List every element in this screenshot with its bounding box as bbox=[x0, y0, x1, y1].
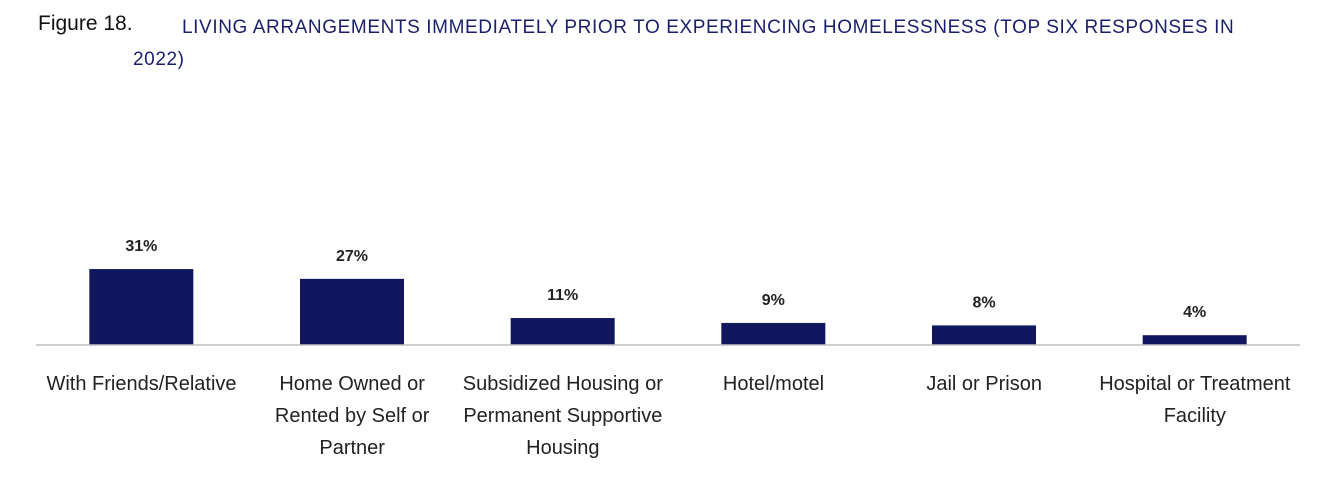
x-tick-label: Subsidized Housing or Permanent Supporti… bbox=[462, 373, 663, 459]
value-label: 27% bbox=[336, 248, 368, 265]
value-label: 11% bbox=[547, 287, 578, 304]
bar bbox=[721, 322, 826, 345]
bar bbox=[510, 318, 615, 345]
bar bbox=[300, 278, 404, 345]
bar bbox=[89, 269, 194, 345]
value-label: 31% bbox=[125, 238, 157, 255]
chart-title: LIVING ARRANGEMENTS IMMEDIATELY PRIOR TO… bbox=[133, 17, 1235, 70]
bar bbox=[1142, 335, 1247, 345]
x-tick-label: Hotel/motel bbox=[722, 373, 825, 395]
x-tick-label: Hospital or Treatment Facility bbox=[1099, 373, 1291, 427]
bar bbox=[932, 325, 1036, 345]
value-label: 9% bbox=[762, 292, 785, 309]
figure-label: Figure 18. bbox=[38, 12, 133, 35]
x-tick-label: Home Owned or Rented by Self or Partner bbox=[274, 373, 430, 459]
value-label: 8% bbox=[972, 294, 995, 311]
value-label: 4% bbox=[1183, 304, 1206, 321]
x-tick-label: With Friends/Relative bbox=[46, 373, 237, 395]
x-tick-label: Jail or Prison bbox=[926, 373, 1042, 395]
